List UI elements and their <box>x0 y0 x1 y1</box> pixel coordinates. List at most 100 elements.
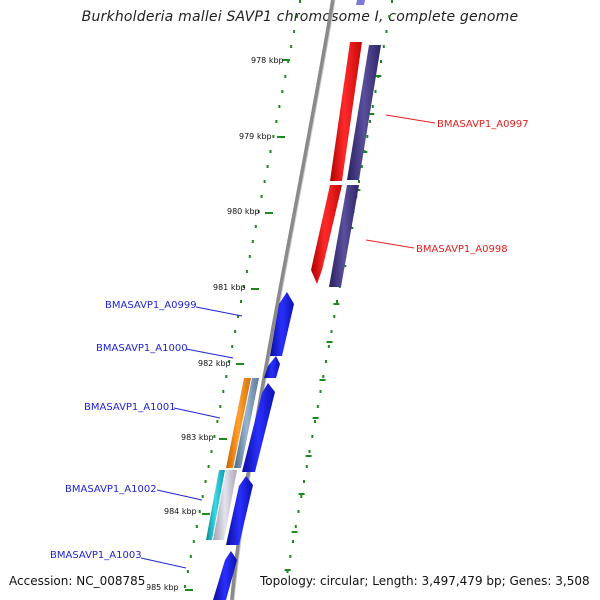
cds-a0997[interactable] <box>347 45 381 180</box>
gene-a1001-arrow[interactable] <box>242 383 275 472</box>
outer-minor-tick <box>291 531 298 533</box>
outer-track-dot <box>371 105 374 108</box>
gene-a1001-orange[interactable] <box>226 378 251 468</box>
outer-track-dot <box>366 135 369 138</box>
label-leader-a1000 <box>185 348 234 359</box>
outer-track-dot <box>382 45 385 48</box>
label-leader-a0998 <box>365 239 415 249</box>
gene-a1001-steel[interactable] <box>234 378 259 468</box>
inner-track-dot <box>278 105 281 108</box>
reverse-genes <box>206 292 294 600</box>
inner-track-dot <box>257 210 260 213</box>
gene-a0997-arrow[interactable] <box>330 42 362 181</box>
gene-a1002-arrow[interactable] <box>226 476 253 545</box>
outer-tick-track <box>283 0 393 588</box>
inner-track-dot <box>272 135 275 138</box>
gene-a0998-arrow[interactable] <box>311 185 342 284</box>
outer-track-dot <box>360 165 363 168</box>
major-tick-4 <box>236 363 244 365</box>
inner-track-dot <box>198 510 201 513</box>
inner-track-dot <box>281 90 284 93</box>
gene-a1002-grey[interactable] <box>213 470 237 540</box>
inner-track-dot <box>251 240 254 243</box>
inner-track-dot <box>186 570 189 573</box>
outer-track-dot <box>303 480 305 483</box>
gene-label-a1000[interactable]: BMASAVP1_A1000 <box>96 343 188 354</box>
major-tick-0 <box>282 59 290 61</box>
outer-track-dot <box>391 0 393 3</box>
outer-track-dot <box>314 420 316 423</box>
inner-track-dot <box>269 150 272 153</box>
inner-track-dot <box>234 330 237 333</box>
gene-labels: BMASAVP1_A0997 BMASAVP1_A0998 BMASAVP1_A… <box>50 114 529 569</box>
outer-track-dot <box>385 30 388 33</box>
tick-labels: 978 kbp 979 kbp 980 kbp 981 kbp 982 kbp … <box>146 56 284 592</box>
gene-label-a0997[interactable]: BMASAVP1_A0997 <box>437 119 529 130</box>
cds-a0998[interactable] <box>329 185 359 287</box>
gene-label-a0999[interactable]: BMASAVP1_A0999 <box>105 300 197 311</box>
inner-track-dot <box>254 225 257 228</box>
outer-track-dot <box>327 345 330 348</box>
major-tick-3 <box>251 288 259 290</box>
gene-label-a1002[interactable]: BMASAVP1_A1002 <box>65 484 157 495</box>
inner-track-dot <box>210 450 213 453</box>
inner-track-dot <box>293 30 296 33</box>
gene-a1002-cyan[interactable] <box>206 470 225 540</box>
inner-track-dot <box>192 540 195 543</box>
label-leader-a1003 <box>140 557 187 569</box>
inner-track-dot <box>290 45 293 48</box>
outer-track-dot <box>316 405 319 408</box>
outer-track-dot <box>292 540 294 543</box>
gene-label-a0998[interactable]: BMASAVP1_A0998 <box>416 244 508 255</box>
accession-text: Accession: NC_008785 <box>9 574 148 588</box>
gene-a1003-arrow[interactable] <box>213 551 237 600</box>
outer-track-dot <box>294 525 297 528</box>
map-title: Burkholderia mallei SAVP1 chromosome I, … <box>81 9 519 25</box>
outer-track-dot <box>305 465 308 468</box>
inner-track-dot <box>296 15 299 18</box>
inner-track-dot <box>213 435 216 438</box>
inner-track-dot <box>299 0 301 3</box>
inner-track-dot <box>201 495 204 498</box>
inner-track-dot <box>275 120 278 123</box>
outer-track-dot <box>322 375 325 378</box>
tick-label-985: 985 kbp <box>146 583 179 592</box>
inner-track-dot <box>245 270 248 273</box>
label-leader-a0999 <box>195 306 243 317</box>
inner-track-dot <box>219 405 222 408</box>
major-tick-1 <box>277 136 285 138</box>
outer-track-dot <box>388 15 391 18</box>
tick-label-981: 981 kbp <box>213 283 246 292</box>
outer-track-dot <box>369 120 371 123</box>
outer-track-dot <box>330 330 333 333</box>
outer-minor-tick <box>312 417 319 419</box>
forward-genes <box>311 0 381 287</box>
tick-label-979: 979 kbp <box>239 132 272 141</box>
inner-track-dot <box>189 555 192 558</box>
gene-a0999-arrow[interactable] <box>270 292 294 356</box>
outer-track-dot <box>300 495 303 498</box>
outer-track-dot <box>319 390 322 393</box>
label-leader-a1002 <box>156 489 203 501</box>
major-tick-6 <box>202 513 210 515</box>
gene-a1000-arrow[interactable] <box>264 356 280 378</box>
inner-track-dot <box>266 165 269 168</box>
label-leader-a1001 <box>173 407 221 419</box>
inner-track-dot <box>284 75 287 78</box>
outer-minor-tick <box>333 303 340 305</box>
outer-track-dot <box>336 300 338 303</box>
inner-track-dot <box>231 345 234 348</box>
inner-track-dot <box>204 480 207 483</box>
inner-track-dot <box>225 375 228 378</box>
outer-track-dot <box>286 570 289 573</box>
tick-label-982: 982 kbp <box>198 359 231 368</box>
tick-label-978: 978 kbp <box>251 56 284 65</box>
inner-track-dot <box>287 60 290 63</box>
outer-track-dot <box>333 315 336 318</box>
inner-track-dot <box>237 315 240 318</box>
gene-label-a1003[interactable]: BMASAVP1_A1003 <box>50 550 142 561</box>
top-fragment <box>356 0 365 5</box>
gene-label-a1001[interactable]: BMASAVP1_A1001 <box>84 402 176 413</box>
inner-track-dot <box>195 525 198 528</box>
